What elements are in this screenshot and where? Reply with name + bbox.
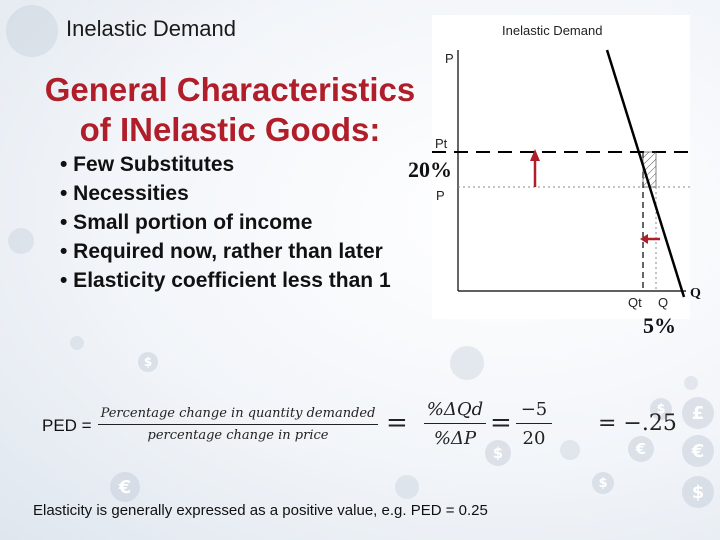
qty-low-label: Qt: [628, 295, 642, 310]
bubble-decor: [70, 336, 84, 350]
bubble-decor: [560, 440, 580, 460]
euro-icon: €: [682, 435, 714, 467]
inelastic-demand-chart: Inelastic Demand P Pt P Qt Q: [432, 15, 690, 319]
symbol-numerator: %ΔQd: [426, 399, 484, 420]
list-item: • Few Substitutes: [60, 153, 235, 176]
price-high-label: Pt: [435, 136, 448, 151]
list-item: • Elasticity coefficient less than 1: [60, 269, 391, 292]
fraction-bar: [516, 423, 552, 424]
symbol-denominator: %ΔP: [433, 428, 477, 449]
dollar-icon: $: [485, 440, 511, 466]
qty-high-label: Q: [658, 295, 668, 310]
bubble-decor: [395, 475, 419, 499]
price-low-label: P: [436, 188, 445, 203]
list-item: • Small portion of income: [60, 211, 313, 234]
list-item: • Necessities: [60, 182, 189, 205]
heading-line-1: General Characteristics: [44, 71, 416, 108]
words-denominator: percentage change in price: [147, 428, 329, 443]
equals-sign: =: [490, 408, 512, 438]
ped-label: PED =: [42, 416, 92, 435]
quantity-change-percent: 5%: [643, 313, 676, 338]
bubble-decor: [8, 228, 34, 254]
slide-header-title: Inelastic Demand: [66, 16, 236, 41]
ped-result: = −.25: [598, 411, 677, 436]
bubble-decor: [6, 5, 58, 57]
list-item: • Required now, rather than later: [60, 240, 383, 263]
dollar-icon: $: [682, 476, 714, 508]
main-heading: General Characteristics of INelastic Goo…: [20, 70, 440, 150]
demand-line: [605, 49, 686, 298]
number-numerator: −5: [520, 399, 548, 420]
bubble-decor: [684, 376, 698, 390]
price-increase-arrow: [530, 149, 540, 187]
footer-note: Elasticity is generally expressed as a p…: [33, 502, 488, 519]
fraction-bar: [98, 424, 378, 425]
euro-icon: €: [628, 436, 654, 462]
bubble-decor: [450, 346, 484, 380]
euro-icon: €: [110, 472, 140, 502]
ped-symbol-fraction: %ΔQd %ΔP: [424, 399, 486, 449]
dollar-icon: $: [592, 472, 614, 494]
pound-icon: £: [682, 397, 714, 429]
ped-word-fraction: Percentage change in quantity demanded p…: [98, 406, 378, 443]
x-axis-label: Q: [690, 286, 701, 301]
chart-title: Inelastic Demand: [502, 23, 602, 38]
dollar-icon: $: [138, 352, 158, 372]
ped-number-fraction: −5 20: [516, 399, 552, 449]
price-change-percent: 20%: [408, 157, 452, 182]
quantity-decrease-arrow: [640, 234, 660, 244]
words-numerator: Percentage change in quantity demanded: [100, 406, 376, 421]
heading-line-2: of INelastic Goods:: [79, 111, 381, 148]
equals-sign: =: [386, 408, 408, 438]
characteristics-list: • Few Substitutes • Necessities • Small …: [60, 150, 391, 295]
number-denominator: 20: [522, 428, 546, 449]
fraction-bar: [424, 423, 486, 424]
dollar-icon: $: [650, 398, 672, 420]
y-axis-label: P: [445, 51, 454, 66]
